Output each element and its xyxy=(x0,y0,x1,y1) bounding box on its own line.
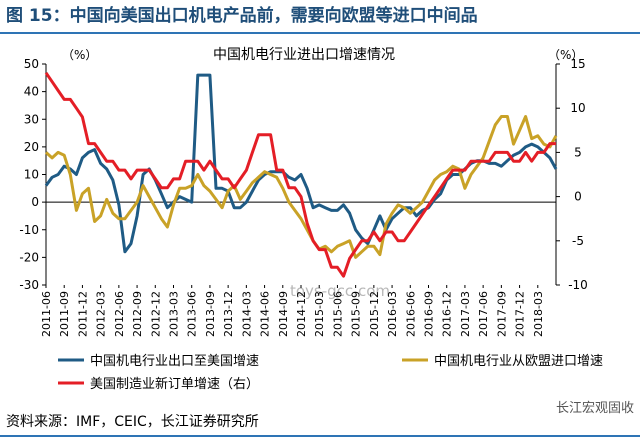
left-tick-label: -10 xyxy=(19,223,39,237)
x-tick-label: 2011-09 xyxy=(58,291,71,337)
right-tick-label: -10 xyxy=(568,278,588,292)
watermark-center: toys-gcc.com xyxy=(290,282,390,300)
x-tick-label: 2016-12 xyxy=(441,291,454,337)
right-axis-unit: （%） xyxy=(548,48,583,62)
x-tick-label: 2015-09 xyxy=(350,291,363,337)
x-tick-label: 2015-03 xyxy=(313,291,326,337)
right-tick-label: 0 xyxy=(574,190,582,204)
right-tick-label: 10 xyxy=(570,101,585,115)
x-tick-label: 2013-12 xyxy=(222,291,235,337)
series-line-3 xyxy=(44,71,556,278)
x-tick-label: 2014-03 xyxy=(240,291,253,337)
x-tick-label: 2017-09 xyxy=(495,291,508,337)
x-tick-label: 2018-03 xyxy=(532,291,545,337)
series-layer xyxy=(44,71,558,278)
left-tick-label: 40 xyxy=(24,85,39,99)
x-tick-label: 2016-09 xyxy=(423,291,436,337)
right-tick-label: 15 xyxy=(570,57,585,71)
legend-label-1: 中国机电行业出口至美国增速 xyxy=(90,354,259,369)
chart-title: 中国机电行业进出口增速情况 xyxy=(213,47,395,63)
x-tick-label: 2011-06 xyxy=(40,291,53,337)
chart: toys-gcc.com 中国机电行业进出口增速情况 （%） （%） 50403… xyxy=(19,47,603,392)
x-tick-label: 2012-06 xyxy=(113,291,126,337)
x-tick-label: 2014-12 xyxy=(295,291,308,337)
series-line-2 xyxy=(44,115,558,259)
left-axis-unit: （%） xyxy=(62,48,97,62)
x-tick-label: 2016-03 xyxy=(386,291,399,337)
x-tick-label: 2012-03 xyxy=(95,291,108,337)
x-tick-label: 2017-12 xyxy=(514,291,527,337)
left-tick-label: 20 xyxy=(24,140,39,154)
x-tick-label: 2012-12 xyxy=(149,291,162,337)
x-tick-label: 2017-06 xyxy=(477,291,490,337)
right-tick-label: 5 xyxy=(574,145,582,159)
x-tick-label: 2015-12 xyxy=(368,291,381,337)
x-tick-label: 2011-12 xyxy=(76,291,89,337)
top-rule xyxy=(0,32,640,34)
x-tick-label: 2016-06 xyxy=(404,291,417,337)
x-tick-label: 2014-09 xyxy=(277,291,290,337)
left-tick-label: -20 xyxy=(19,250,39,264)
source-note: 资料来源：IMF，CEIC，长江证券研究所 xyxy=(6,414,259,430)
figure-title: 图 15：中国向美国出口机电产品前，需要向欧盟等进口中间品 xyxy=(6,6,478,26)
left-tick-label: 30 xyxy=(24,112,39,126)
x-tick-label: 2013-03 xyxy=(168,291,181,337)
watermark-corner: 长江宏观固收 xyxy=(555,401,634,416)
left-tick-label: 50 xyxy=(24,57,39,71)
x-tick-label: 2014-06 xyxy=(259,291,272,337)
right-tick-label: -5 xyxy=(572,234,584,248)
x-tick-label: 2013-06 xyxy=(186,291,199,337)
x-tick-label: 2017-03 xyxy=(459,291,472,337)
left-tick-label: 0 xyxy=(31,195,39,209)
x-tick-label: 2012-09 xyxy=(131,291,144,337)
legend-label-3: 美国制造业新订单增速（右） xyxy=(90,376,259,392)
legend-label-2: 中国机电行业从欧盟进口增速 xyxy=(434,354,603,369)
x-tick-label: 2015-06 xyxy=(331,291,344,337)
bottom-rule xyxy=(0,435,640,437)
left-tick-label: -30 xyxy=(19,278,39,292)
x-tick-label: 2013-09 xyxy=(204,291,217,337)
left-tick-label: 10 xyxy=(24,168,39,182)
